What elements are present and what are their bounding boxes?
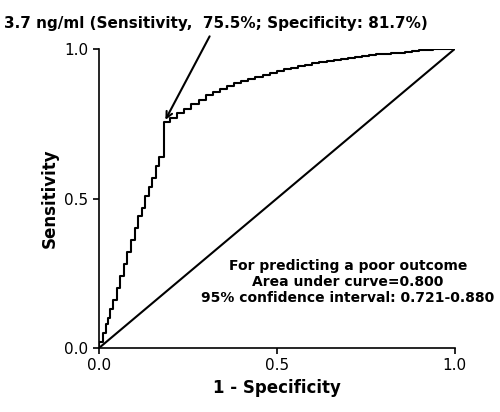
Text: 3.7 ng/ml (Sensitivity,  75.5%; Specificity: 81.7%): 3.7 ng/ml (Sensitivity, 75.5%; Specifici…: [4, 16, 428, 118]
X-axis label: 1 - Specificity: 1 - Specificity: [213, 379, 341, 397]
Text: For predicting a poor outcome
Area under curve=0.800
95% confidence interval: 0.: For predicting a poor outcome Area under…: [202, 259, 494, 305]
Y-axis label: Sensitivity: Sensitivity: [41, 149, 59, 248]
